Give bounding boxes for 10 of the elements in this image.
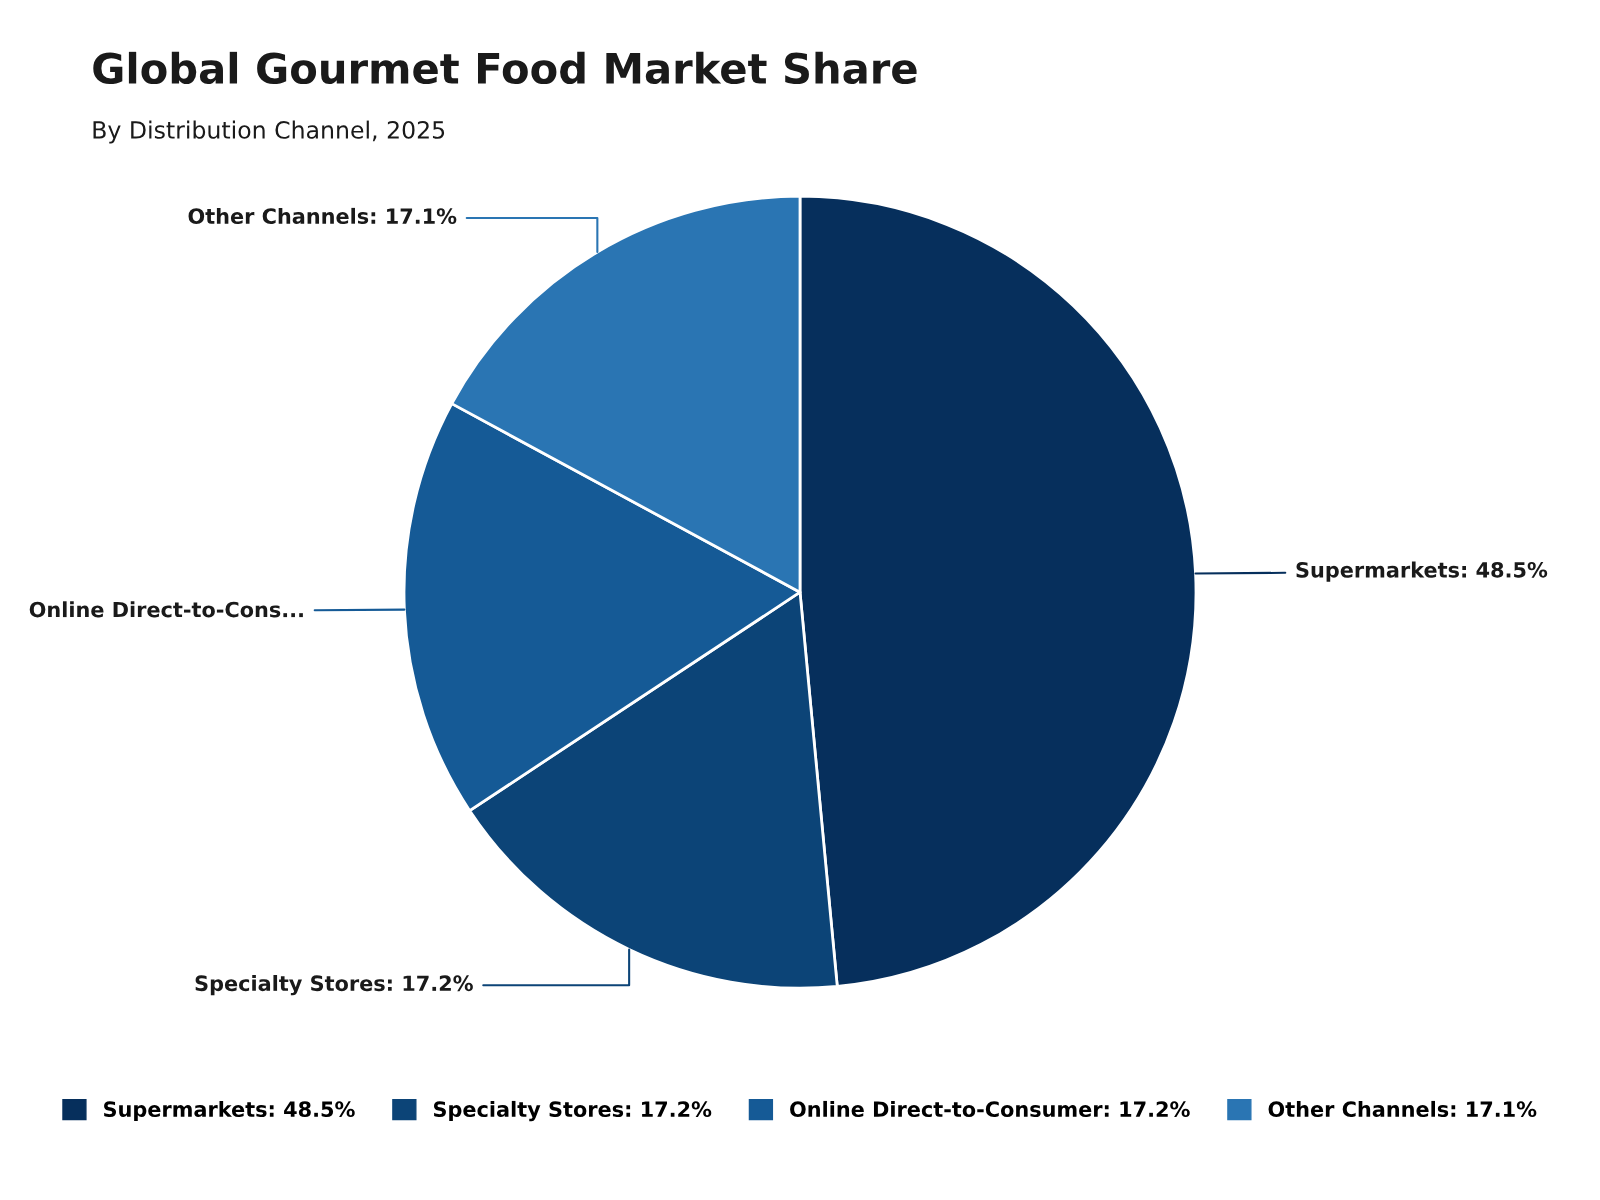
chart-title: Global Gourmet Food Market Share [93,51,917,85]
legend-label: Supermarkets: 48.5% [104,1100,355,1122]
legend-label: Specialty Stores: 17.2% [433,1100,712,1122]
chart-subtitle: By Distribution Channel, 2025 [93,120,445,144]
data-label: Other Channels: 17.1% [188,207,457,224]
data-label: Supermarkets: 48.5% [1296,561,1548,582]
data-label: Specialty Stores: 17.2% [195,975,473,996]
legend-label: Other Channels: 17.1% [1268,1100,1537,1118]
data-label: Online Direct-to-Cons... [29,601,303,618]
legend-label: Online Direct-to-Consumer: 17.2% [790,1100,1190,1118]
